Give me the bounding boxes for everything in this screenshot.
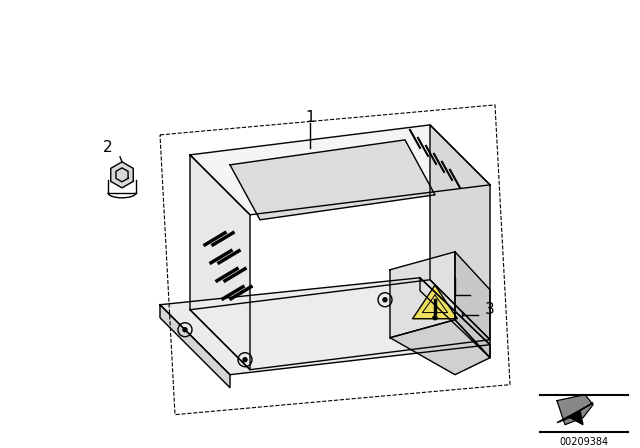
Circle shape bbox=[183, 328, 187, 332]
Polygon shape bbox=[557, 403, 593, 425]
Polygon shape bbox=[190, 125, 490, 215]
Polygon shape bbox=[230, 140, 435, 220]
Circle shape bbox=[383, 298, 387, 302]
Polygon shape bbox=[455, 252, 490, 358]
Polygon shape bbox=[557, 395, 593, 425]
Polygon shape bbox=[390, 320, 490, 375]
Polygon shape bbox=[413, 285, 458, 319]
Polygon shape bbox=[390, 252, 455, 338]
Polygon shape bbox=[190, 155, 250, 370]
Polygon shape bbox=[430, 125, 490, 340]
Circle shape bbox=[433, 316, 437, 320]
Text: 1: 1 bbox=[305, 110, 315, 125]
Text: 00209384: 00209384 bbox=[559, 437, 609, 447]
Polygon shape bbox=[160, 278, 490, 375]
Polygon shape bbox=[190, 280, 490, 370]
Text: 3: 3 bbox=[485, 302, 495, 317]
Circle shape bbox=[243, 358, 247, 362]
Polygon shape bbox=[111, 162, 133, 188]
Polygon shape bbox=[160, 305, 230, 388]
Polygon shape bbox=[420, 278, 490, 358]
Text: 2: 2 bbox=[103, 140, 113, 155]
